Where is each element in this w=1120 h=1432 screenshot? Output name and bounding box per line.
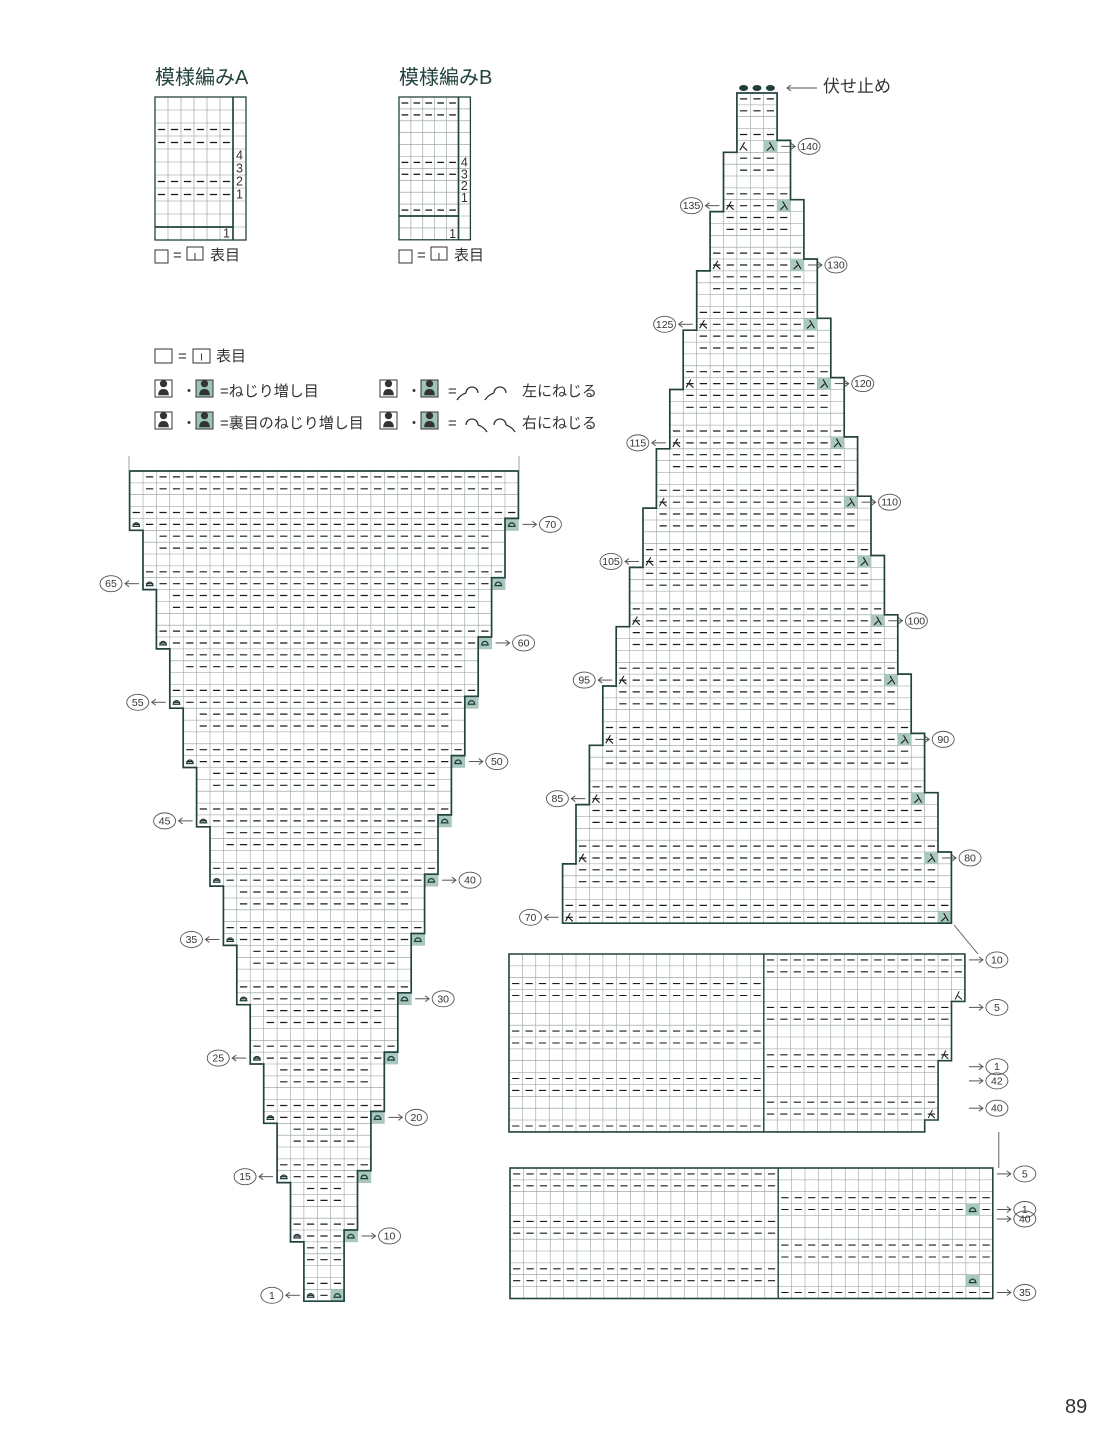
svg-text:=ねじり増し目: =ねじり増し目 [220,383,319,400]
svg-text:10: 10 [991,954,1003,966]
svg-text:70: 70 [545,519,557,531]
svg-text:=: = [178,348,187,365]
svg-text:1: 1 [236,188,243,202]
svg-text:30: 30 [437,993,449,1005]
svg-text:2: 2 [236,175,243,189]
svg-text:80: 80 [964,852,976,864]
svg-text:45: 45 [159,815,171,827]
svg-text:・: ・ [407,383,421,399]
svg-text:表目: 表目 [210,247,240,264]
svg-text:1: 1 [223,227,230,241]
svg-text:70: 70 [525,912,537,924]
svg-text:・: ・ [407,415,421,431]
svg-text:I: I [438,251,441,263]
svg-text:5: 5 [1022,1168,1028,1180]
svg-text:35: 35 [186,934,198,946]
svg-text:40: 40 [991,1103,1003,1115]
svg-text:1: 1 [461,191,468,205]
svg-text:=: = [173,247,182,264]
svg-text:右にねじる: 右にねじる [522,415,597,432]
svg-text:・: ・ [182,415,196,431]
svg-text:100: 100 [908,615,926,627]
svg-text:42: 42 [991,1075,1003,1087]
svg-text:5: 5 [994,1002,1000,1014]
svg-text:140: 140 [800,141,818,153]
svg-text:105: 105 [602,556,620,568]
svg-text:95: 95 [578,675,590,687]
svg-text:15: 15 [239,1171,251,1183]
svg-text:115: 115 [629,437,646,449]
svg-text:=: = [448,383,457,400]
svg-text:左にねじる: 左にねじる [522,383,597,400]
svg-text:表目: 表目 [216,348,246,365]
svg-text:表目: 表目 [454,247,484,264]
svg-text:10: 10 [384,1230,396,1242]
svg-text:I: I [194,251,197,263]
svg-text:=: = [417,247,426,264]
svg-text:模様編みB: 模様編みB [399,66,492,89]
svg-text:60: 60 [518,637,530,649]
svg-text:35: 35 [1019,1287,1031,1299]
svg-text:3: 3 [236,162,243,176]
svg-text:125: 125 [656,319,674,331]
svg-text:85: 85 [552,793,564,805]
svg-text:4: 4 [236,149,243,163]
svg-text:90: 90 [937,734,949,746]
svg-text:50: 50 [491,756,503,768]
svg-text:89: 89 [1065,1396,1087,1418]
svg-text:25: 25 [212,1053,224,1065]
svg-text:65: 65 [105,578,117,590]
svg-text:=裏目のねじり増し目: =裏目のねじり増し目 [220,414,364,432]
svg-text:1: 1 [269,1290,275,1302]
svg-text:I: I [200,352,203,364]
svg-text:20: 20 [410,1112,422,1124]
svg-text:40: 40 [464,875,476,887]
svg-text:1: 1 [449,227,456,241]
svg-text:120: 120 [854,378,872,390]
svg-text:40: 40 [1019,1214,1031,1226]
svg-text:=: = [448,415,457,432]
svg-text:135: 135 [683,200,701,212]
svg-text:55: 55 [132,697,144,709]
svg-text:130: 130 [827,259,845,271]
svg-text:110: 110 [881,497,898,509]
svg-text:模様編みA: 模様編みA [155,66,249,89]
svg-text:1: 1 [994,1061,1000,1073]
svg-text:・: ・ [182,383,196,399]
svg-text:伏せ止め: 伏せ止め [823,77,891,96]
